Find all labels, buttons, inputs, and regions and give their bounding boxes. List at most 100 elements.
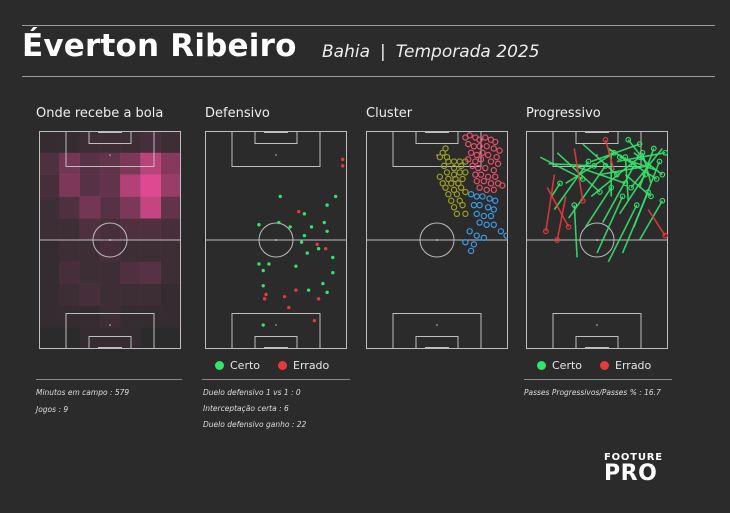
heatmap-cell xyxy=(140,152,162,175)
cluster-point xyxy=(476,219,483,226)
legend-label-errado: Errado xyxy=(293,359,330,372)
heatmap-cell xyxy=(99,174,121,197)
pass-line xyxy=(565,152,615,184)
cluster-point xyxy=(473,177,480,185)
defensive-point xyxy=(331,271,335,275)
cluster-point xyxy=(482,134,489,141)
defensive-point xyxy=(294,288,298,292)
pass-line xyxy=(584,187,612,228)
pass-end-point xyxy=(557,180,563,187)
defensive-point xyxy=(282,294,287,299)
cluster-point xyxy=(462,210,469,218)
pass-end-point xyxy=(662,232,668,239)
heatmap-cell xyxy=(99,327,121,349)
pass-end-point xyxy=(616,154,623,161)
defensive-point xyxy=(262,297,267,301)
cluster-point xyxy=(483,143,490,150)
cluster-point xyxy=(490,167,498,174)
pass-end-point xyxy=(554,237,561,243)
cluster-point xyxy=(456,197,463,204)
pass-end-point xyxy=(642,171,649,178)
cluster-point xyxy=(466,228,473,235)
top-goal xyxy=(98,131,122,133)
defensive-point xyxy=(299,240,304,244)
bottom-penalty-spot xyxy=(275,324,277,326)
heatmap-cell xyxy=(79,305,101,328)
heatmap-cell xyxy=(59,152,80,175)
cluster-point xyxy=(499,182,506,189)
defensive-point xyxy=(305,251,309,255)
center-circle xyxy=(579,222,615,258)
defensive-point xyxy=(302,212,307,216)
defensive-point xyxy=(341,157,345,162)
pass-line xyxy=(607,204,638,263)
defensive-point xyxy=(277,220,281,225)
heatmap-cell xyxy=(120,196,141,219)
heatmap-cell xyxy=(79,327,101,349)
cluster-point xyxy=(477,171,485,178)
cluster-point xyxy=(470,241,478,248)
cluster-point xyxy=(470,201,478,209)
cluster-point xyxy=(450,158,458,165)
pass-end-point xyxy=(650,145,657,152)
bottom-goal xyxy=(98,347,122,349)
cluster-point xyxy=(436,153,444,161)
pass-end-point xyxy=(602,136,609,143)
defensive-point xyxy=(278,194,282,199)
cluster-point xyxy=(447,180,455,187)
cluster-point xyxy=(453,210,461,218)
cluster-point xyxy=(467,191,475,198)
bottom-penalty-spot xyxy=(436,324,438,326)
pass-end-point xyxy=(628,184,634,191)
pass-line xyxy=(647,209,666,237)
heatmap-cell xyxy=(99,131,121,154)
cluster-point xyxy=(474,164,482,172)
team-name: Bahia xyxy=(322,42,370,62)
progressive-title: Progressivo xyxy=(526,106,601,121)
pass-line xyxy=(624,157,630,201)
heatmap-cell xyxy=(79,283,101,306)
pass-line xyxy=(553,161,590,210)
player-name: Éverton Ribeiro xyxy=(22,28,297,64)
pass-end-point xyxy=(645,189,651,195)
center-spot xyxy=(109,239,111,241)
heatmap-cell xyxy=(160,174,181,197)
heatmap-cell xyxy=(99,196,121,219)
cluster-point xyxy=(459,175,466,183)
pass-line xyxy=(604,139,615,171)
heatmap-cell xyxy=(79,196,101,219)
cluster-point xyxy=(473,210,480,218)
cluster-point xyxy=(473,151,480,159)
pass-end-point xyxy=(622,154,629,161)
heatmap-cell xyxy=(120,152,141,175)
heatmap-cell xyxy=(79,152,101,175)
defensive-point xyxy=(331,255,335,260)
legend-item-certo: Certo xyxy=(215,359,260,372)
pass-end-point xyxy=(653,176,660,182)
pass-line xyxy=(573,205,578,258)
top-goal-box xyxy=(415,131,459,144)
cluster-point xyxy=(486,195,493,202)
defensive-point xyxy=(325,290,329,295)
defensive-point xyxy=(261,323,265,327)
pass-end-point xyxy=(659,171,666,178)
bottom-goal-box xyxy=(254,336,298,349)
top-penalty-box xyxy=(231,131,321,167)
defensive-point xyxy=(315,242,319,247)
heatmap-cell xyxy=(161,327,181,349)
stat-games: Jogos : 9 xyxy=(36,405,69,414)
heatmap-cell xyxy=(39,218,60,241)
cluster-point xyxy=(462,169,469,176)
heatmap-cell xyxy=(160,305,181,328)
cluster-point xyxy=(467,149,475,156)
defensive-pitch xyxy=(205,131,347,349)
heatmap-cell xyxy=(140,283,162,306)
heatmap-pitch xyxy=(39,131,181,349)
stat-minutes: Minutos em campo : 579 xyxy=(36,388,130,397)
cluster-point xyxy=(480,234,488,242)
pass-line xyxy=(619,174,646,215)
pass-line xyxy=(638,200,664,241)
heatmap-cell xyxy=(120,174,141,197)
heatmap-cell xyxy=(120,327,141,349)
pass-line xyxy=(556,196,567,241)
